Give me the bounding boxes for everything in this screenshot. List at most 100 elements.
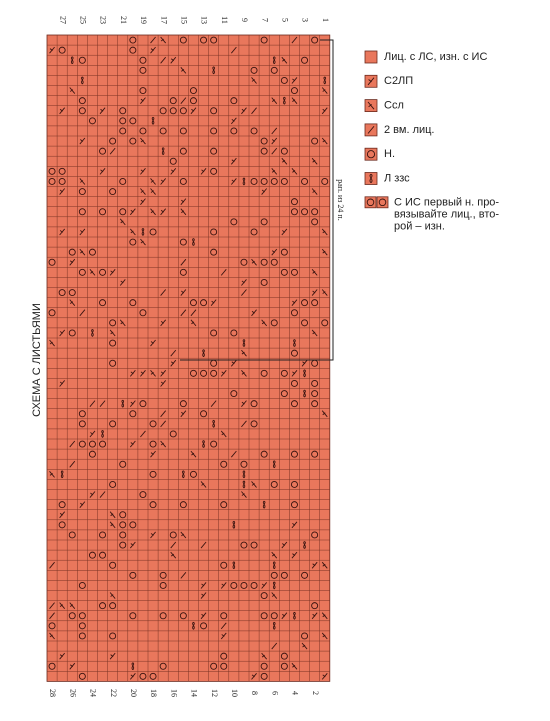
yarn-over	[290, 450, 298, 458]
decrease-left	[119, 279, 126, 286]
yarn-over	[129, 238, 137, 246]
yarn-over	[210, 329, 218, 337]
decrease-left	[180, 289, 187, 296]
yarn-over	[270, 66, 278, 74]
k2tog	[160, 420, 167, 428]
twisted-stitch	[232, 520, 236, 529]
yarn-over	[169, 430, 177, 438]
decrease-left	[79, 501, 86, 508]
yarn-over	[311, 218, 319, 226]
yarn-over	[311, 400, 319, 408]
decrease-left	[291, 551, 298, 559]
yarn-over	[109, 188, 117, 196]
k2tog	[49, 612, 55, 620]
twisted-stitch	[272, 561, 276, 570]
yarn-over	[311, 137, 319, 145]
yarn-over	[129, 46, 137, 54]
yarn-over	[99, 299, 107, 307]
k2tog	[251, 107, 257, 115]
k2tog	[160, 56, 167, 64]
decrease-left	[251, 309, 257, 317]
twisted-stitch	[242, 339, 246, 347]
legend-label: Н.	[384, 148, 395, 160]
legend-label: Ссл	[384, 100, 404, 112]
yarn-over	[189, 369, 197, 377]
decrease-left	[59, 107, 66, 115]
yarn-over	[250, 127, 258, 135]
decrease-left	[49, 46, 55, 54]
yarn-over	[129, 299, 137, 307]
yarn-over	[230, 127, 238, 135]
decrease-right	[69, 299, 76, 306]
decrease-left	[59, 511, 66, 519]
decrease-left	[220, 582, 227, 589]
yarn-over	[159, 107, 167, 115]
decrease-left	[230, 359, 237, 367]
yarn-over	[58, 46, 66, 54]
yarn-over	[260, 36, 268, 44]
yarn-over	[179, 147, 187, 155]
yarn-over	[210, 228, 218, 236]
decrease-right	[49, 339, 55, 347]
twisted-stitch	[293, 611, 296, 620]
yarn-over	[290, 400, 298, 408]
yarn-over	[270, 258, 278, 266]
yarn-over	[250, 541, 258, 549]
column-number: 2	[311, 691, 320, 695]
k2tog	[89, 400, 96, 407]
decrease-left	[311, 612, 318, 620]
decrease-left	[241, 279, 247, 286]
decrease-left	[160, 208, 167, 216]
decrease-left	[129, 440, 136, 448]
decrease-left	[140, 168, 146, 175]
yarn-over	[68, 329, 76, 337]
decrease-left	[140, 370, 146, 377]
yarn-over	[210, 127, 218, 135]
decrease-left	[59, 380, 66, 387]
yarn-over	[260, 218, 268, 226]
yarn-over	[301, 177, 309, 185]
decrease-left	[230, 157, 237, 165]
yarn-over	[58, 501, 66, 509]
column-number: 21	[119, 16, 128, 24]
yarn-over	[210, 440, 218, 448]
k2tog	[190, 309, 197, 317]
yarn-over	[169, 157, 177, 165]
decrease-left	[150, 339, 156, 347]
yarn-over	[139, 56, 147, 64]
decrease-left	[170, 359, 177, 367]
k2tog	[99, 491, 106, 498]
k2tog	[291, 36, 298, 44]
yarn-over	[109, 137, 117, 145]
yarn-over	[109, 359, 117, 367]
yarn-over	[149, 440, 157, 448]
yarn-over	[58, 289, 66, 297]
yarn-over	[260, 450, 268, 458]
yarn-over	[290, 379, 298, 387]
yarn-over	[139, 491, 147, 499]
decrease-right	[241, 370, 247, 377]
yarn-over	[280, 571, 288, 579]
column-number: 15	[180, 16, 189, 24]
decrease-right	[59, 602, 66, 609]
decrease-right	[119, 218, 126, 226]
yarn-over	[200, 622, 208, 630]
yarn-over	[311, 36, 319, 44]
yarn-over	[129, 117, 137, 125]
decrease-left	[160, 380, 167, 387]
legend-label: рой – изн.	[394, 221, 445, 233]
decrease-left	[281, 612, 288, 620]
twisted-stitch	[303, 369, 306, 378]
yarn-over	[270, 480, 278, 488]
yarn-over	[366, 198, 375, 207]
yarn-over	[280, 390, 288, 398]
yarn-over	[250, 420, 258, 428]
yarn-over	[311, 531, 319, 539]
decrease-left	[99, 168, 106, 175]
k2tog	[230, 450, 237, 458]
twisted-stitch	[161, 147, 165, 156]
yarn-over	[149, 501, 157, 509]
yarn-over	[240, 460, 248, 468]
yarn-over	[311, 299, 319, 307]
yarn-over	[109, 480, 117, 488]
